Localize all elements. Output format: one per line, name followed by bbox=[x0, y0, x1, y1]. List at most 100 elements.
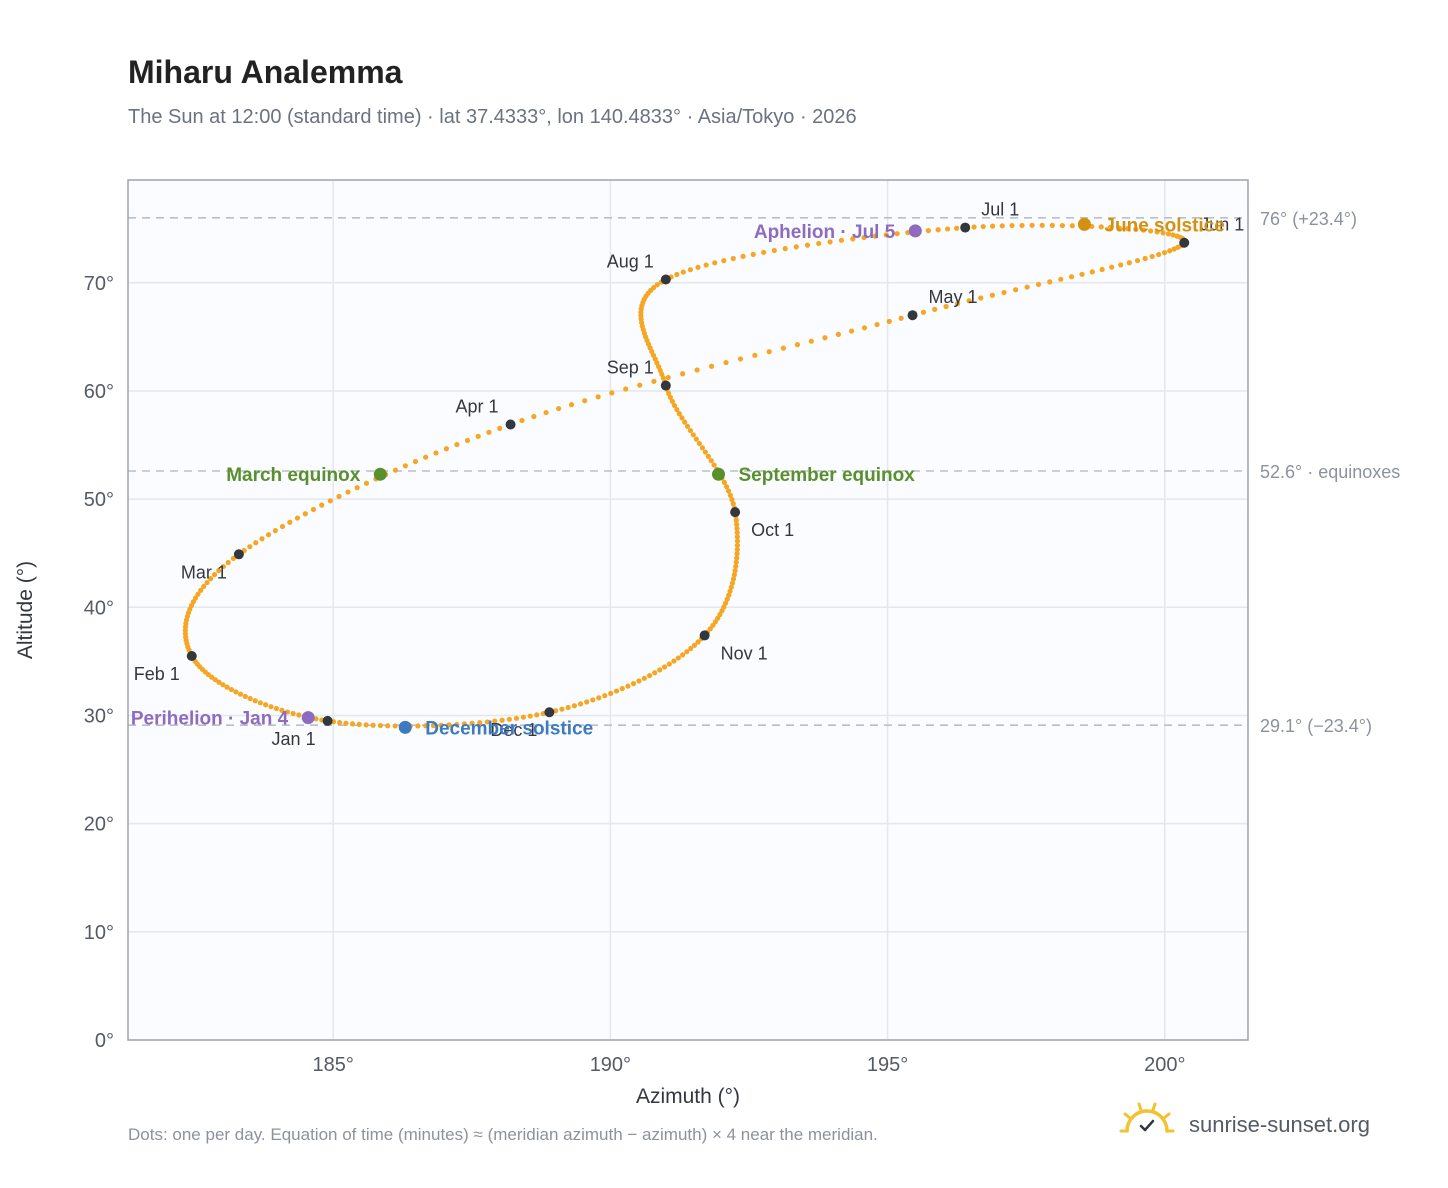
daily-dot bbox=[793, 244, 799, 250]
daily-dot bbox=[556, 405, 562, 412]
daily-dot bbox=[980, 223, 986, 230]
daily-dot bbox=[695, 639, 701, 645]
x-tick-label: 200° bbox=[1144, 1054, 1185, 1076]
daily-dot bbox=[377, 722, 383, 729]
daily-dot bbox=[602, 693, 608, 699]
daily-dot bbox=[1154, 229, 1160, 235]
month-marker bbox=[660, 380, 671, 391]
daily-dot bbox=[623, 386, 629, 392]
daily-dot bbox=[734, 530, 740, 536]
daily-dot bbox=[1009, 222, 1015, 229]
daily-dot bbox=[682, 419, 688, 425]
month-marker bbox=[1179, 237, 1190, 248]
daily-dot bbox=[675, 655, 681, 661]
daily-dot bbox=[290, 710, 296, 717]
event-label: June solstice bbox=[1104, 215, 1224, 236]
daily-dot bbox=[721, 258, 727, 264]
y-tick-label: 30° bbox=[84, 705, 114, 727]
daily-dot bbox=[211, 572, 218, 578]
daily-dot bbox=[1140, 227, 1147, 233]
chart-title: Miharu Analemma bbox=[128, 54, 403, 90]
daily-dot bbox=[727, 588, 733, 594]
daily-dot bbox=[1039, 222, 1045, 228]
daily-dot bbox=[671, 402, 678, 409]
daily-dot bbox=[730, 576, 737, 582]
daily-dot bbox=[343, 720, 349, 726]
daily-dot bbox=[337, 719, 343, 726]
daily-dot bbox=[1059, 222, 1065, 229]
daily-dot bbox=[1142, 255, 1148, 262]
event-marker bbox=[908, 224, 922, 238]
daily-dot bbox=[519, 417, 525, 424]
daily-dot bbox=[484, 719, 490, 725]
daily-dot bbox=[761, 249, 767, 256]
daily-dot bbox=[477, 720, 483, 726]
daily-dot bbox=[652, 670, 658, 676]
daily-dot bbox=[363, 722, 369, 728]
daily-dot bbox=[363, 480, 370, 486]
daily-dot bbox=[582, 398, 588, 404]
daily-dot bbox=[1047, 279, 1053, 285]
daily-dot bbox=[734, 521, 740, 527]
daily-dot bbox=[195, 591, 201, 597]
month-label: Oct 1 bbox=[751, 520, 794, 540]
month-label: Jul 1 bbox=[981, 200, 1019, 220]
daily-dot bbox=[1079, 271, 1085, 277]
daily-dot bbox=[978, 295, 984, 301]
daily-dot bbox=[694, 367, 700, 373]
month-label: Feb 1 bbox=[134, 664, 180, 684]
daily-dot bbox=[944, 226, 951, 232]
daily-dot bbox=[228, 686, 235, 693]
reference-line-label: 76° (+23.4°) bbox=[1260, 209, 1357, 229]
daily-dot bbox=[284, 709, 291, 715]
daily-dot bbox=[725, 488, 732, 494]
daily-dot bbox=[1147, 228, 1154, 234]
daily-dot bbox=[727, 492, 733, 498]
daily-dot bbox=[272, 528, 278, 534]
daily-dot bbox=[506, 716, 512, 722]
daily-dot bbox=[354, 485, 360, 491]
daily-dot bbox=[708, 458, 714, 464]
daily-dot bbox=[680, 371, 686, 377]
daily-dot bbox=[268, 704, 274, 710]
daily-dot bbox=[971, 224, 977, 230]
daily-dot bbox=[230, 555, 236, 562]
daily-dot bbox=[734, 538, 741, 544]
daily-dot bbox=[816, 240, 822, 247]
y-tick-label: 50° bbox=[84, 489, 114, 511]
event-label: March equinox bbox=[226, 465, 361, 486]
daily-dot bbox=[263, 702, 269, 708]
daily-dot bbox=[430, 722, 436, 729]
daily-dot bbox=[671, 658, 677, 664]
daily-dot bbox=[883, 232, 889, 238]
daily-dot bbox=[1029, 222, 1035, 228]
daily-dot bbox=[690, 432, 696, 438]
daily-dot bbox=[619, 686, 625, 692]
daily-dot bbox=[370, 722, 376, 728]
x-tick-label: 190° bbox=[590, 1054, 631, 1076]
daily-dot bbox=[730, 255, 736, 262]
daily-dot bbox=[392, 723, 398, 729]
month-label: Apr 1 bbox=[456, 396, 499, 416]
daily-dot bbox=[838, 237, 845, 243]
daily-dot bbox=[726, 592, 732, 598]
daily-dot bbox=[1068, 274, 1075, 280]
daily-dot bbox=[780, 345, 786, 351]
brand-name: sunrise-sunset.org bbox=[1189, 1112, 1370, 1137]
daily-dot bbox=[454, 441, 460, 448]
daily-dot bbox=[722, 600, 729, 606]
daily-dot bbox=[989, 292, 996, 298]
month-marker bbox=[233, 549, 244, 560]
daily-dot bbox=[734, 551, 740, 557]
daily-dot bbox=[443, 446, 449, 452]
daily-dot bbox=[752, 352, 758, 358]
daily-dot bbox=[728, 584, 734, 590]
daily-dot bbox=[225, 559, 231, 566]
daily-dot bbox=[233, 689, 239, 695]
daily-dot bbox=[252, 698, 258, 704]
daily-dot bbox=[861, 325, 868, 331]
daily-dot bbox=[766, 349, 772, 355]
daily-dot bbox=[559, 706, 565, 712]
month-label: May 1 bbox=[929, 287, 978, 307]
